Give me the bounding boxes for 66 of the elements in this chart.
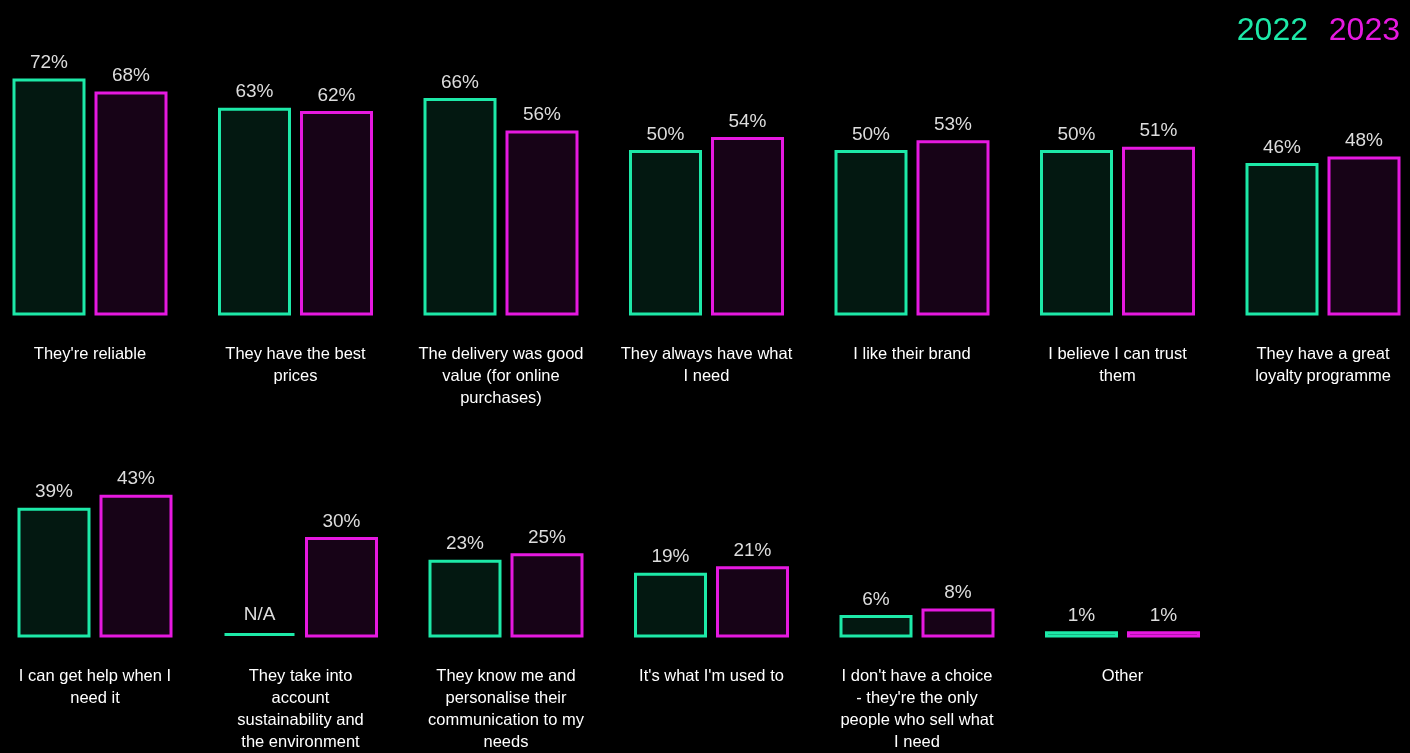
data-label: 1% <box>1149 603 1178 625</box>
text: N/A <box>243 603 276 624</box>
data-label: 19% <box>651 545 690 567</box>
data-label: 23% <box>445 532 485 554</box>
bar <box>300 111 373 316</box>
bar <box>921 608 995 638</box>
data-label: 62% <box>317 83 356 105</box>
x-tick-label: I don't have a choice - they're the only people who sell what I need <box>840 666 994 750</box>
bar <box>834 150 908 316</box>
data-label: 39% <box>34 480 74 502</box>
x-tick-label: I can get help when I need it <box>18 666 172 706</box>
x-tick-label: I like their brand <box>853 344 971 362</box>
x-tick-label: They're reliable <box>33 344 147 362</box>
x-tick-label: They take into account sustainability and the environment <box>237 666 364 750</box>
x-tick-label: The delivery was good value (for online purchases) <box>418 344 584 406</box>
bar <box>12 78 86 316</box>
x-tick-label: They have the best prices <box>225 344 367 384</box>
x-tick-label: Other <box>1101 666 1144 684</box>
bar <box>17 507 91 638</box>
data-label: 68% <box>111 64 151 85</box>
data-label: 51% <box>1139 119 1178 141</box>
data-label: 50% <box>851 122 891 144</box>
bar <box>1040 150 1113 316</box>
bar <box>305 537 378 638</box>
data-label: 72% <box>29 51 69 72</box>
x-tick-label: I believe I can trust them <box>1048 344 1188 384</box>
x-tick-label: They know me and personalise their communication to my needs <box>428 666 585 750</box>
bar <box>1327 156 1401 316</box>
data-label: 8% <box>944 581 972 602</box>
bar <box>428 559 502 638</box>
data-label: 6% <box>862 587 890 609</box>
bar <box>510 553 584 638</box>
bar <box>218 107 291 316</box>
data-label: 46% <box>1262 135 1302 157</box>
bar <box>916 140 990 316</box>
bar <box>1127 631 1200 638</box>
bar <box>711 137 784 316</box>
data-label: 21% <box>733 538 772 560</box>
bar <box>423 98 497 316</box>
data-label: 53% <box>933 112 973 134</box>
bar <box>716 566 789 638</box>
x-tick-label: They always have what I need <box>620 344 793 384</box>
text: 2023 <box>1328 11 1400 47</box>
bar <box>1045 631 1118 638</box>
data-label: 43% <box>116 467 156 489</box>
bar <box>1122 146 1195 316</box>
data-label: 50% <box>646 122 685 144</box>
data-label: 66% <box>440 70 480 92</box>
text: 2022 <box>1236 11 1308 47</box>
bar <box>839 615 913 638</box>
bar <box>634 572 707 638</box>
data-label: 54% <box>728 109 767 131</box>
x-tick-label: It's what I'm used to <box>639 666 784 684</box>
data-label: 25% <box>527 525 567 547</box>
bar <box>629 150 702 316</box>
bar <box>99 494 173 638</box>
bar <box>1245 163 1319 316</box>
bar <box>94 91 168 316</box>
bar <box>505 130 579 316</box>
x-tick-label: They have a great loyalty programme <box>1255 344 1391 384</box>
data-label: 50% <box>1057 122 1096 144</box>
data-label: 48% <box>1344 129 1384 150</box>
data-label: 30% <box>322 509 361 531</box>
data-label: 1% <box>1067 603 1096 625</box>
data-label: 56% <box>522 103 562 124</box>
data-label: 63% <box>235 80 274 102</box>
